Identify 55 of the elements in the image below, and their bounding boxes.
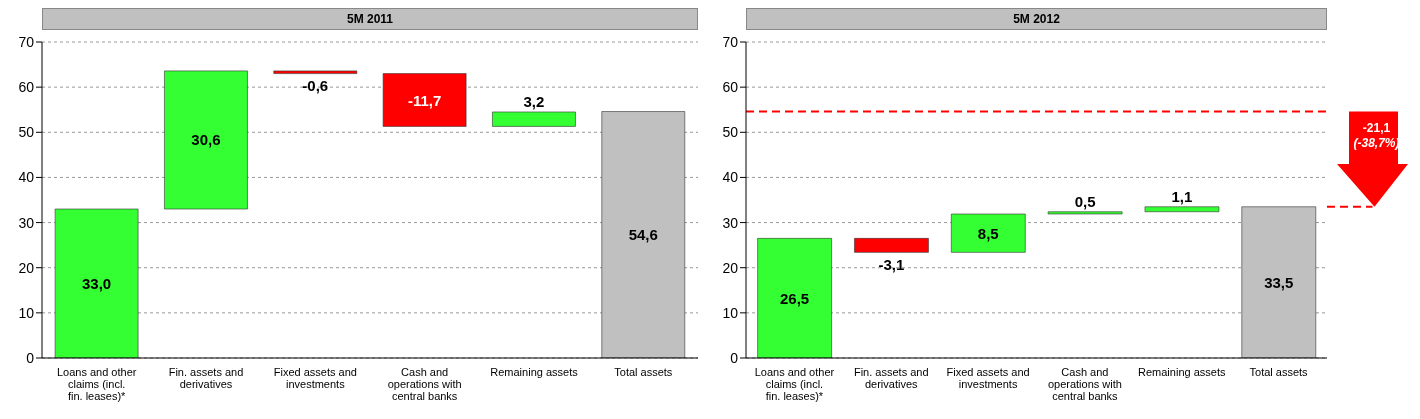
bar: [1047, 211, 1123, 215]
data-label: 1,1: [1171, 188, 1193, 206]
bar: [273, 70, 358, 74]
bar: [757, 238, 832, 358]
y-tick-label: 50: [722, 124, 739, 141]
x-tick-label: Remaining assets: [490, 366, 579, 378]
data-label: 54,6: [628, 226, 658, 244]
x-tick-label: Fin. assets and derivatives: [168, 366, 244, 390]
bar: [382, 73, 467, 127]
y-tick-label: 70: [722, 33, 739, 50]
bar: [54, 208, 139, 358]
x-tick-label: Remaining assets: [1138, 366, 1226, 378]
y-tick-label: 10: [18, 304, 35, 321]
y-tick-label: 20: [722, 259, 739, 276]
y-tick-label: 60: [722, 79, 739, 96]
y-tick-label: 70: [18, 33, 35, 50]
y-tick-label: 30: [722, 214, 739, 231]
chart-title: 5M 2011: [42, 8, 698, 30]
data-label: -0,6: [302, 77, 329, 95]
data-label: 26,5: [780, 289, 810, 307]
data-label: 0,5: [1074, 193, 1096, 211]
y-tick-label: 0: [730, 349, 739, 366]
x-tick-label: Fixed assets and investments: [946, 366, 1030, 390]
bar: [1144, 206, 1220, 213]
x-tick-label: Cash and operations with central banks: [387, 366, 462, 402]
chart-title: 5M 2012: [746, 8, 1327, 30]
data-label: -11,7: [407, 91, 442, 109]
bar: [164, 70, 248, 210]
y-tick-label: 30: [18, 214, 35, 231]
data-label: 3,2: [523, 93, 545, 111]
y-tick-label: 40: [722, 169, 739, 186]
data-label: 33,5: [1264, 273, 1294, 291]
y-tick-label: 20: [18, 259, 35, 276]
x-tick-label: Total assets: [1249, 366, 1309, 378]
y-tick-label: 50: [18, 124, 35, 141]
data-label: 33,0: [82, 275, 112, 293]
x-tick-label: Loans and other claims (incl. fin. leases)*: [56, 366, 137, 402]
y-tick-label: 0: [26, 349, 35, 366]
bar: [601, 111, 686, 358]
y-tick-label: 40: [18, 169, 35, 186]
x-tick-label: Fin. assets and derivatives: [853, 366, 929, 390]
bar: [950, 213, 1026, 253]
y-tick-label: 60: [18, 79, 35, 96]
x-tick-label: Cash and operations with central banks: [1047, 366, 1122, 402]
data-label: -3,1: [878, 255, 905, 273]
y-tick-label: 10: [722, 304, 739, 321]
text: -21,1 (-38,7%): [1353, 120, 1400, 150]
bar: [854, 238, 929, 253]
x-tick-label: Fixed assets and investments: [273, 366, 357, 390]
bar: [1241, 206, 1317, 358]
data-label: 30,6: [191, 131, 221, 149]
x-tick-label: Total assets: [614, 366, 673, 378]
bar: [492, 111, 576, 127]
data-label: 8,5: [977, 224, 999, 242]
x-tick-label: Loans and other claims (incl. fin. leases)*: [754, 366, 835, 402]
